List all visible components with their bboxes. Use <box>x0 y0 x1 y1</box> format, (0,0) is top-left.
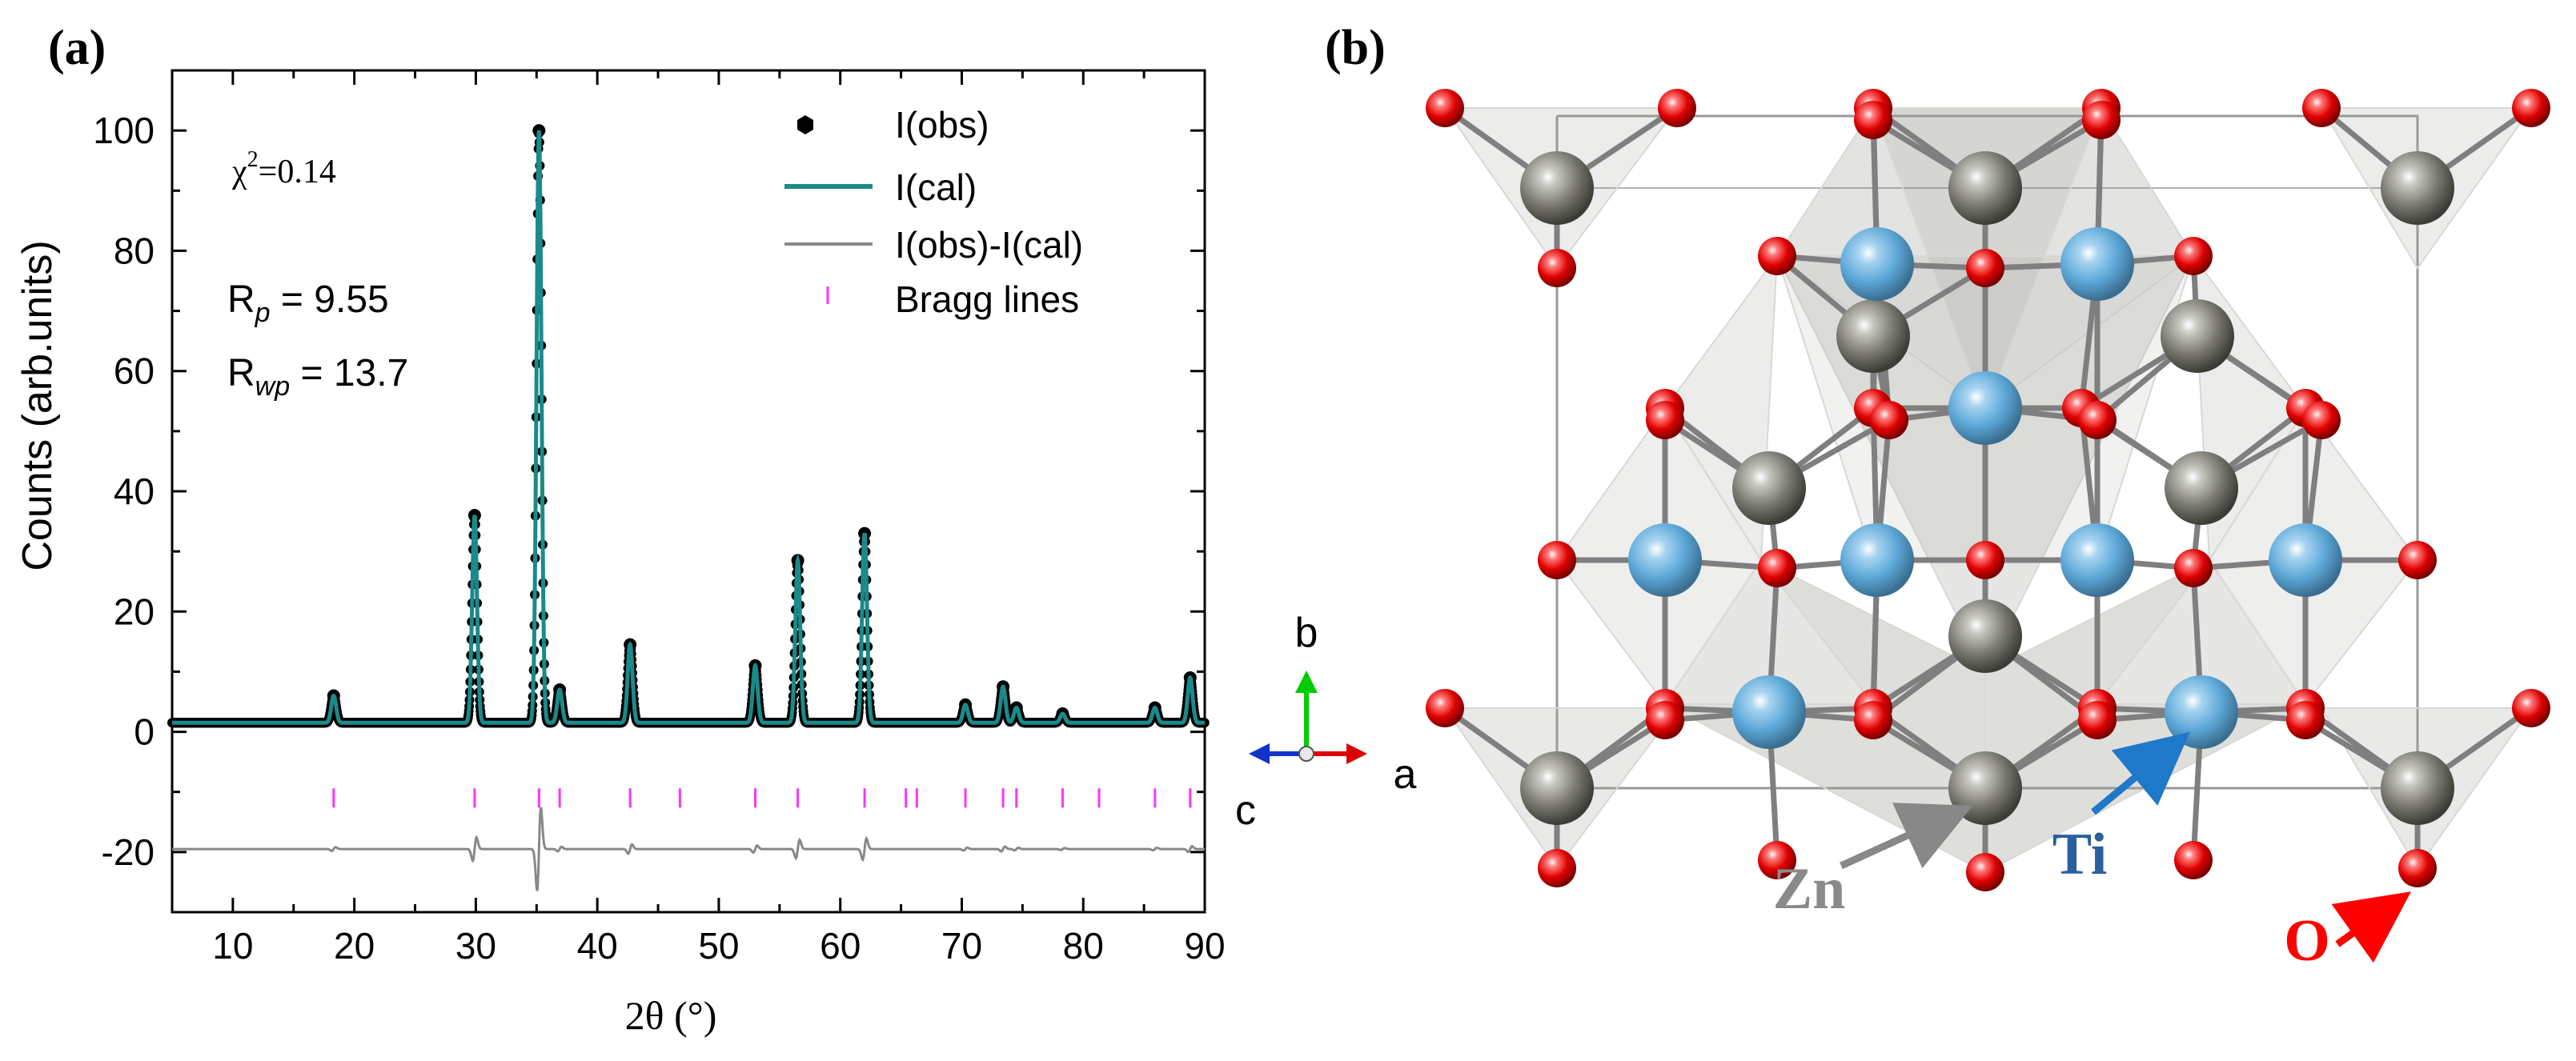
o-atom <box>2286 701 2325 739</box>
b-axis-arrowhead <box>1295 671 1318 693</box>
legend-bragg-label: Bragg lines <box>895 278 1079 320</box>
x-tick-label: 10 <box>212 925 253 967</box>
y-tick-label: 80 <box>114 230 154 271</box>
panel-a-label: (a) <box>48 21 106 75</box>
difference-series <box>172 807 1205 891</box>
zn-atom <box>1836 299 1910 373</box>
o-atom <box>1646 701 1684 739</box>
zn-atom <box>2381 751 2454 825</box>
y-tick-label: 20 <box>114 591 154 632</box>
panel-b: (b) Zn Ti O <box>1325 21 2550 974</box>
o-arrow <box>2331 891 2411 963</box>
ti-label: Ti <box>2052 822 2108 887</box>
a-axis-label: a <box>1394 751 1417 798</box>
o-atom <box>2174 237 2213 275</box>
y-tick-label: -20 <box>102 831 154 873</box>
x-tick-label: 20 <box>334 925 375 967</box>
o-atom <box>2512 689 2550 727</box>
o-atom <box>1538 249 1576 287</box>
o-atom <box>2174 549 2213 587</box>
o-atom <box>2302 89 2341 127</box>
ti-atom <box>1628 523 1702 597</box>
zn-atom <box>1732 451 1806 525</box>
o-atom <box>1870 401 1908 439</box>
ti-atom <box>2060 227 2134 301</box>
ti-atom <box>2165 675 2238 749</box>
o-atom <box>2078 701 2117 739</box>
rp-label: Rp = 9.55 <box>227 278 389 328</box>
ti-atom <box>1948 371 2022 445</box>
zn-atom <box>1948 151 2022 225</box>
o-atom <box>2398 541 2437 579</box>
o-atom <box>1646 401 1684 439</box>
o-atom <box>1966 853 2004 891</box>
c-axis-arrowhead <box>1249 743 1270 764</box>
x-tick-label: 60 <box>820 925 861 967</box>
orientation-axes: b a c <box>1235 610 1417 834</box>
zn-label: Zn <box>1773 856 1846 922</box>
o-atom <box>1966 249 2004 287</box>
legend: I(obs) I(cal) I(obs)-I(cal) Bragg lines <box>784 104 1083 320</box>
zn-atom <box>2161 299 2234 373</box>
x-tick-label: 40 <box>577 925 618 967</box>
o-atom <box>1426 689 1464 727</box>
o-atom <box>1758 237 1796 275</box>
o-atom <box>2398 849 2437 887</box>
x-axis-label: 2θ (°) <box>625 993 717 1038</box>
y-tick-label: 100 <box>93 110 154 151</box>
ti-atom <box>2269 523 2342 597</box>
o-atom <box>1966 541 2004 579</box>
a-axis-arrowhead <box>1346 743 1367 764</box>
o-atom <box>2078 401 2117 439</box>
legend-obs-marker <box>797 115 813 134</box>
zn-atom <box>2381 151 2454 225</box>
o-label: O <box>2284 908 2330 974</box>
ti-atom <box>1840 523 1914 597</box>
legend-cal-label: I(cal) <box>895 166 977 208</box>
legend-obs-label: I(obs) <box>895 104 989 146</box>
calculated-series <box>172 130 1205 725</box>
o-atom <box>2512 89 2550 127</box>
b-axis-label: b <box>1295 610 1318 656</box>
o-atom <box>1538 541 1576 579</box>
o-atom <box>1426 89 1464 127</box>
y-tick-label: 60 <box>114 350 154 392</box>
x-tick-label: 30 <box>455 925 496 967</box>
zn-atom <box>2165 451 2238 525</box>
c-axis-label: c <box>1235 787 1256 834</box>
o-atom <box>2174 841 2213 879</box>
panel-a: (a) 10 20 30 40 50 60 70 80 90 -20 0 20 40 60 80 100 2θ… <box>14 21 1226 1038</box>
y-tick-label: 40 <box>114 470 154 512</box>
ti-atom <box>2060 523 2134 597</box>
legend-diff-label: I(obs)-I(cal) <box>895 224 1083 266</box>
chi-squared-label: χ2=0.14 <box>231 147 336 190</box>
panel-b-label: (b) <box>1325 21 1386 75</box>
o-atom <box>1854 101 1892 139</box>
ti-atom <box>1840 227 1914 301</box>
zn-atom <box>1948 599 2022 673</box>
crystal-structure <box>1426 89 2550 891</box>
y-axis-label: Counts (arb.units) <box>14 240 61 571</box>
observed-series <box>167 126 1210 728</box>
zn-atom <box>1520 151 1594 225</box>
o-atom <box>2302 401 2341 439</box>
o-atom <box>1538 849 1576 887</box>
x-tick-label: 80 <box>1063 925 1104 967</box>
plot-frame <box>171 69 1206 914</box>
x-tick-label: 70 <box>941 925 982 967</box>
rwp-label: Rwp = 13.7 <box>227 352 408 402</box>
zn-atom <box>1520 751 1594 825</box>
o-atom <box>1758 549 1796 587</box>
x-tick-label: 50 <box>698 925 739 967</box>
o-atom <box>1658 89 1696 127</box>
ti-atom <box>1732 675 1806 749</box>
y-tick-label: 0 <box>134 711 154 753</box>
x-tick-label: 90 <box>1184 925 1225 967</box>
plot-area: 10 20 30 40 50 60 70 80 90 -20 0 20 40 60 80 100 <box>93 69 1226 967</box>
zn-atom <box>1948 751 2022 825</box>
o-atom <box>1854 701 1892 739</box>
axes-origin <box>1298 746 1314 762</box>
o-atom <box>2082 101 2121 139</box>
